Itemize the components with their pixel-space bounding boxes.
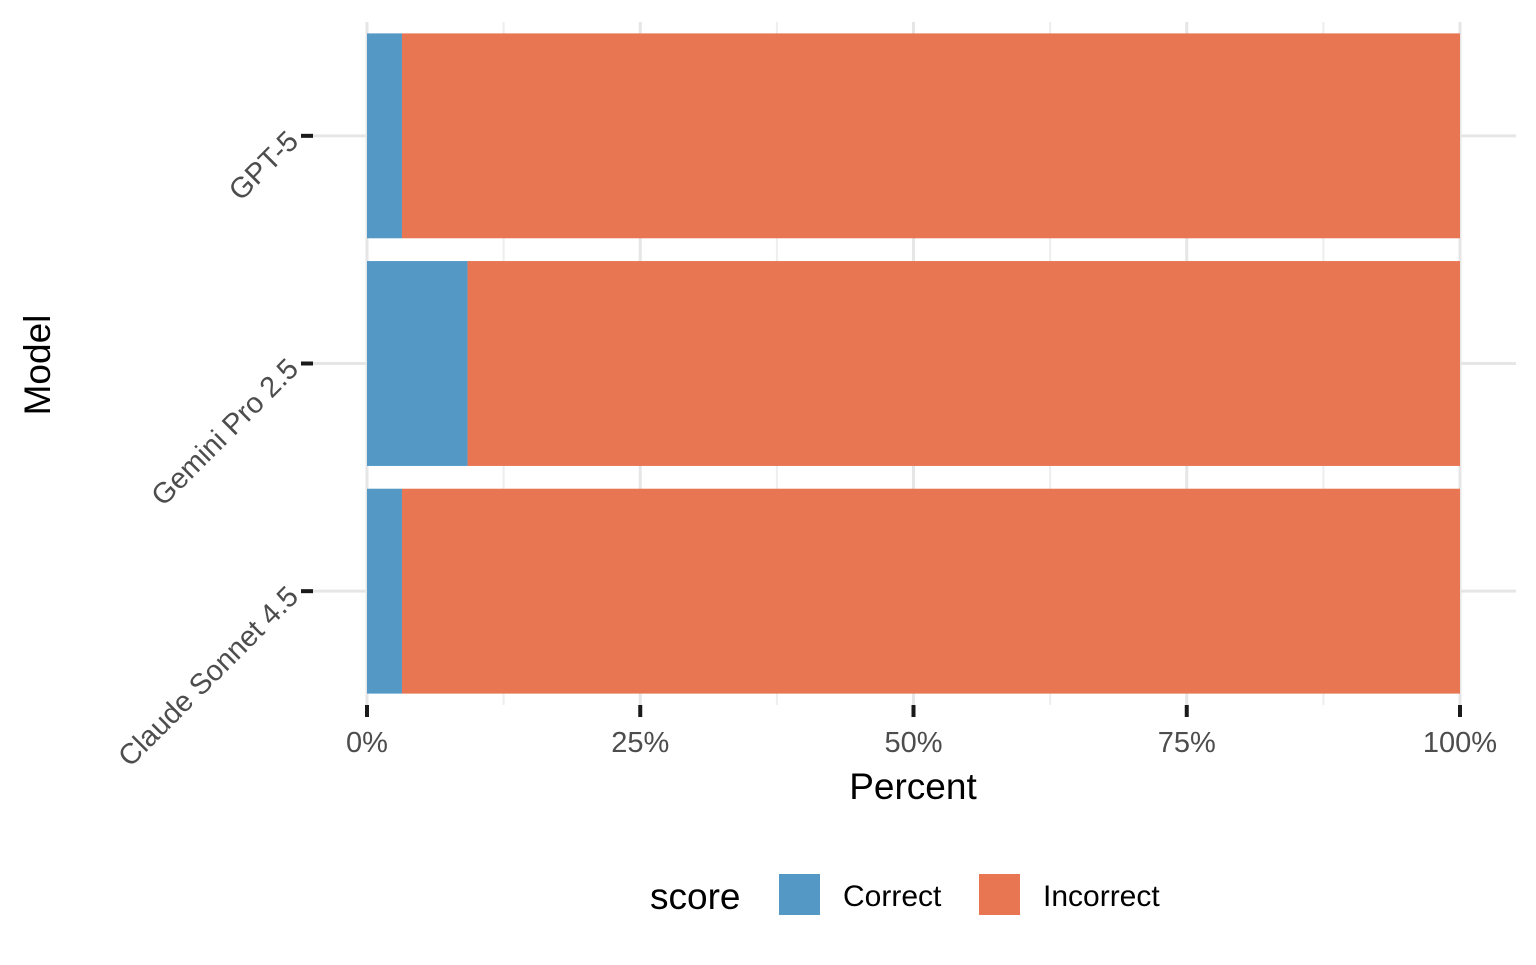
y-tick-label: GPT-5 (223, 125, 305, 207)
y-tick-labels: GPT-5 Gemini Pro 2.5 Claude Sonnet 4.5 (113, 125, 306, 773)
axis-ticks (301, 133, 1462, 717)
legend: score Correct Incorrect (650, 874, 1160, 917)
y-tick-label: Claude Sonnet 4.5 (113, 581, 306, 774)
bar-correct (367, 488, 402, 694)
bars (367, 33, 1460, 694)
x-tick-label: 25% (611, 727, 669, 759)
bar-correct (367, 33, 402, 239)
bar-incorrect (401, 33, 1460, 239)
legend-key-incorrect (979, 874, 1020, 915)
x-axis-title: Percent (849, 766, 977, 807)
x-tick-label: 75% (1158, 727, 1216, 759)
x-tick-label: 0% (346, 727, 388, 759)
bar-correct (367, 261, 468, 466)
legend-items: Correct Incorrect (779, 874, 1160, 915)
bar-incorrect (467, 261, 1460, 466)
y-tick-label: Gemini Pro 2.5 (146, 353, 305, 512)
x-tick-label: 50% (884, 727, 942, 759)
legend-title: score (650, 876, 740, 917)
legend-key-correct (779, 874, 820, 915)
x-tick-label: 100% (1423, 727, 1497, 759)
bar-incorrect (401, 488, 1460, 694)
legend-label-incorrect: Incorrect (1043, 880, 1160, 913)
y-axis-title: Model (17, 315, 58, 416)
legend-label-correct: Correct (843, 880, 942, 913)
x-tick-labels: 0% 25% 50% 75% 100% (346, 727, 1497, 759)
